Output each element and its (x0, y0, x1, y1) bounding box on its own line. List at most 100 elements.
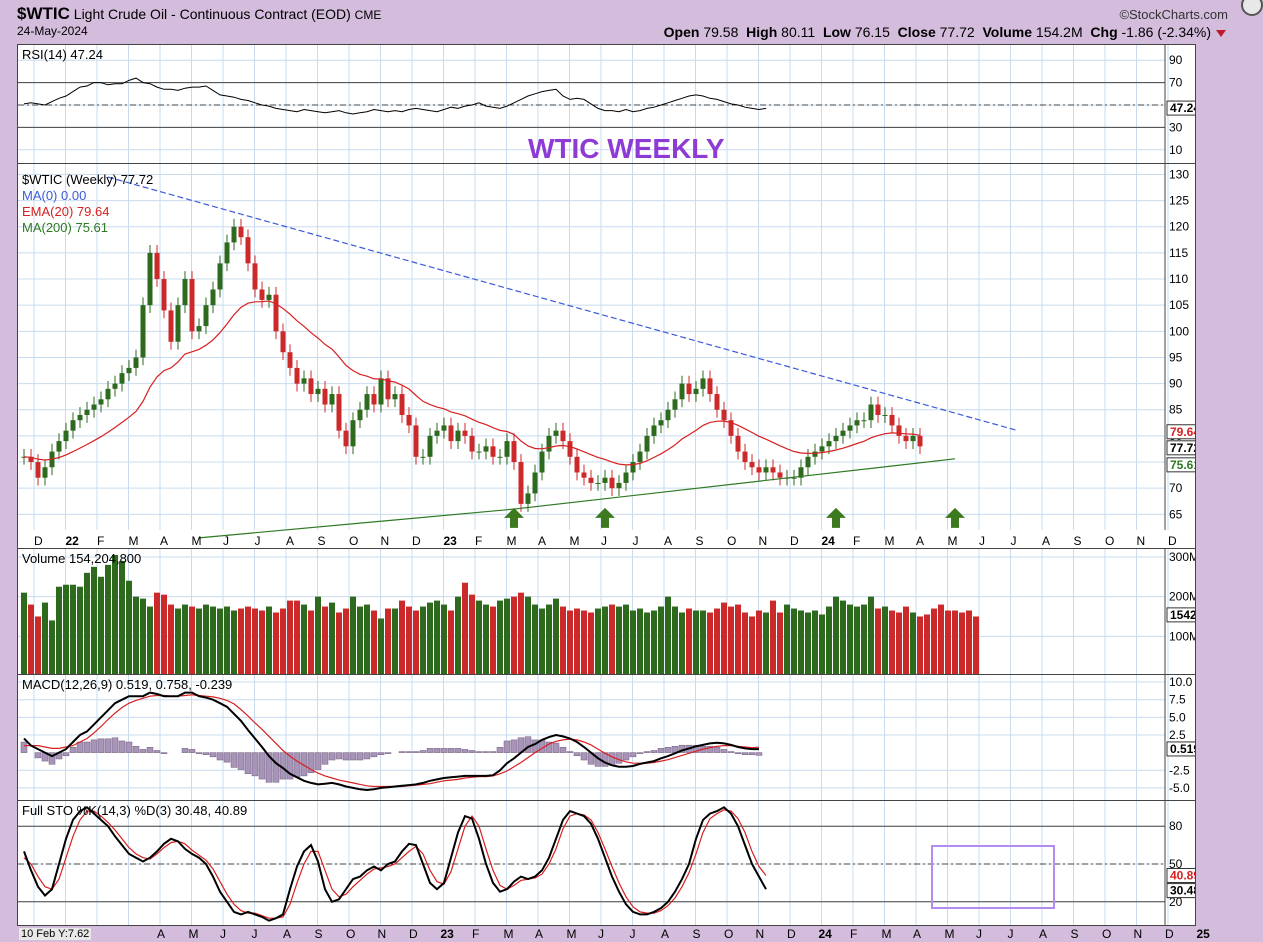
volume-bar (483, 604, 489, 674)
volume-bar (553, 598, 559, 674)
volume-bar (525, 596, 531, 674)
volume-bar (616, 606, 622, 674)
candle-body (203, 305, 209, 327)
volume-bar (140, 598, 146, 674)
up-arrow-shape (595, 507, 615, 528)
volume-bar (910, 612, 916, 674)
y-tick-label: 110 (1169, 272, 1188, 286)
volume-bar (756, 610, 762, 674)
bottom-x-tick-label: O (724, 927, 734, 941)
volume-bar (336, 612, 342, 674)
candle-body (245, 237, 251, 264)
candle-body (105, 388, 111, 400)
y-tick-label: 10.0 (1169, 675, 1193, 689)
sto-k-value-tag-bg (1166, 883, 1195, 899)
candle-body (301, 378, 307, 384)
macd-histogram-bar (720, 749, 728, 753)
x-tick-label: N (381, 534, 390, 548)
macd-histogram-bar (405, 751, 413, 753)
candle-body (875, 404, 881, 415)
y-tick-label: 105 (1169, 298, 1189, 312)
macd-histogram-bar (727, 751, 735, 753)
macd-histogram-bar (545, 741, 553, 753)
y-tick-label: 90 (1169, 53, 1183, 67)
volume-bar (560, 606, 566, 674)
macd-histogram-bar (503, 740, 511, 753)
macd-histogram-bar (251, 752, 259, 777)
candle-body (168, 310, 174, 342)
x-tick-label: D (412, 534, 421, 548)
volume-bar (441, 604, 447, 674)
macd-histogram-bar (566, 751, 574, 753)
volume-bar (119, 560, 125, 674)
candle-body (490, 446, 496, 457)
candle-body (518, 462, 524, 504)
volume-bar (238, 608, 244, 674)
volume-bar (658, 606, 664, 674)
settings-icon[interactable] (1241, 0, 1263, 16)
bottom-x-tick-label: N (755, 927, 765, 941)
volume-bar (392, 608, 398, 674)
candle-body (350, 420, 356, 447)
volume-bar (966, 610, 972, 674)
volume-bar (329, 602, 335, 674)
x-tick-label: N (759, 534, 768, 548)
volume-bar (770, 600, 776, 674)
volume-bar (287, 600, 293, 674)
price-legend-0: MA(0) 0.00 (22, 188, 86, 203)
volume-bar (308, 610, 314, 674)
volume-bar (245, 606, 251, 674)
x-tick-label: J (255, 534, 261, 548)
candle-body (280, 331, 286, 353)
bottom-x-tick-label: A (535, 927, 544, 941)
volume-bar (427, 602, 433, 674)
volume-bar (693, 610, 699, 674)
candle-body (749, 462, 755, 468)
bottom-x-tick-label: M (944, 927, 955, 941)
x-tick-label: M (948, 534, 958, 548)
volume-bar (371, 610, 377, 674)
sto-legend: Full STO %K(14,3) %D(3) 30.48, 40.89 (22, 803, 247, 818)
volume-bar (196, 608, 202, 674)
candle-body (385, 378, 391, 400)
macd-histogram-bar (97, 738, 105, 753)
x-tick-label: S (696, 534, 704, 548)
macd-histogram-bar (755, 752, 763, 756)
volume-bar (490, 606, 496, 674)
up-arrow-icon (504, 507, 524, 528)
macd-histogram-bar (363, 752, 371, 760)
macd-histogram-bar (314, 752, 322, 770)
x-tick-label: F (853, 534, 860, 548)
candle-body (483, 446, 489, 452)
candle-body (42, 467, 48, 478)
x-tick-label: J (979, 534, 985, 548)
y-tick-label: 2.5 (1169, 728, 1186, 742)
volume-bar (959, 612, 965, 674)
volume-bar (721, 602, 727, 674)
cursor-date-readout: 10 Feb Y:7.62 (19, 928, 92, 940)
candle-body (791, 477, 797, 479)
macd-histogram-bar (20, 741, 28, 753)
candle-body (504, 441, 510, 457)
macd-histogram-bar (412, 751, 420, 753)
candle-body (329, 394, 335, 405)
macd-histogram-bar (454, 748, 462, 753)
candle-body (273, 294, 279, 332)
macd-histogram-bar (573, 752, 581, 757)
downtrend-line (107, 176, 1019, 432)
volume-bar (686, 608, 692, 674)
candle-body (364, 394, 370, 410)
y-tick-label: 300M (1169, 550, 1196, 564)
volume-bar (84, 572, 90, 674)
volume-bar (126, 580, 132, 674)
volume-bar (840, 600, 846, 674)
candle-body (476, 451, 482, 453)
bottom-x-tick-label: M (188, 927, 199, 941)
x-tick-label: N (1137, 534, 1146, 548)
candle-body (903, 435, 909, 442)
macd-histogram-bar (741, 752, 749, 755)
candle-body (623, 472, 629, 483)
candle-body (147, 252, 153, 306)
candle-body (637, 451, 643, 463)
volume-bar (273, 612, 279, 674)
